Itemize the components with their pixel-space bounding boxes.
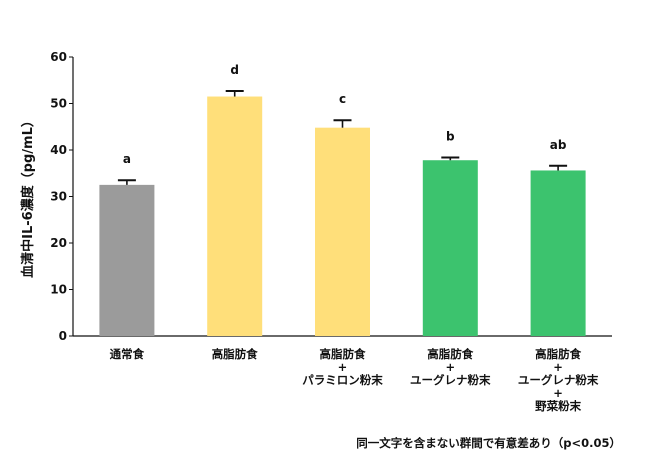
bar — [530, 170, 586, 336]
category-label-line: 高脂肪食 — [320, 347, 366, 361]
category-label-line: 高脂肪食 — [212, 347, 258, 361]
category-labels: 通常食 高脂肪食 高脂肪食+パラミロン粉末高脂肪食+ユーグレナ粉末高脂肪食+ユーグレ… — [110, 347, 599, 413]
bars — [99, 96, 586, 337]
category-label-line: ユーグレナ粉末 — [518, 373, 599, 387]
significance-letter: ab — [550, 138, 567, 152]
category-label-line: + — [553, 360, 563, 374]
significance-letter: c — [339, 92, 346, 106]
error-bar — [117, 179, 136, 185]
bar — [207, 96, 263, 337]
bar — [422, 160, 478, 336]
category-label-line: パラミロン粉末 — [302, 373, 383, 387]
y-tick-label: 50 — [50, 97, 67, 111]
y-axis-label: 血清中IL-6濃度（pg/mL） — [20, 114, 36, 278]
category-label-line: 野菜粉末 — [535, 399, 581, 413]
bar — [99, 184, 155, 336]
significance-letter: d — [230, 63, 239, 77]
category-label: 高脂肪食+ユーグレナ粉末 — [410, 347, 491, 387]
bar — [315, 127, 370, 337]
category-label: 通常食 — [110, 347, 145, 361]
significance-note: 同一文字を含まない群間で有意差あり（p<0.05） — [356, 436, 621, 450]
y-tick-label: 40 — [50, 143, 67, 157]
significance-letter: b — [446, 129, 455, 143]
category-label-line: + — [553, 386, 563, 400]
significance-labels: a d c b ab — [123, 63, 567, 166]
y-tick-label: 60 — [50, 50, 67, 64]
error-bar — [441, 156, 460, 161]
category-label-line: ユーグレナ粉末 — [410, 373, 491, 387]
error-bars — [117, 89, 568, 185]
category-label-line: 通常食 — [110, 347, 145, 361]
y-tick-label: 30 — [50, 190, 67, 204]
y-tick-label: 20 — [50, 236, 67, 250]
category-label-line: 高脂肪食 — [535, 347, 581, 361]
category-label: 高脂肪食+ユーグレナ粉末+野菜粉末 — [518, 347, 599, 413]
category-label: 高脂肪食 — [212, 347, 258, 361]
y-tick-label: 0 — [59, 329, 67, 343]
error-bar — [225, 89, 244, 97]
y-tick-label: 10 — [50, 283, 67, 297]
category-label: 高脂肪食+パラミロン粉末 — [302, 347, 383, 387]
category-label-line: 高脂肪食 — [427, 347, 473, 361]
category-label-line: + — [338, 360, 348, 374]
y-axis: 0 10 20 30 40 50 60 — [50, 50, 612, 343]
category-label-line: + — [445, 360, 455, 374]
error-bar — [549, 164, 568, 171]
error-bar — [333, 119, 352, 128]
significance-letter: a — [123, 152, 131, 166]
